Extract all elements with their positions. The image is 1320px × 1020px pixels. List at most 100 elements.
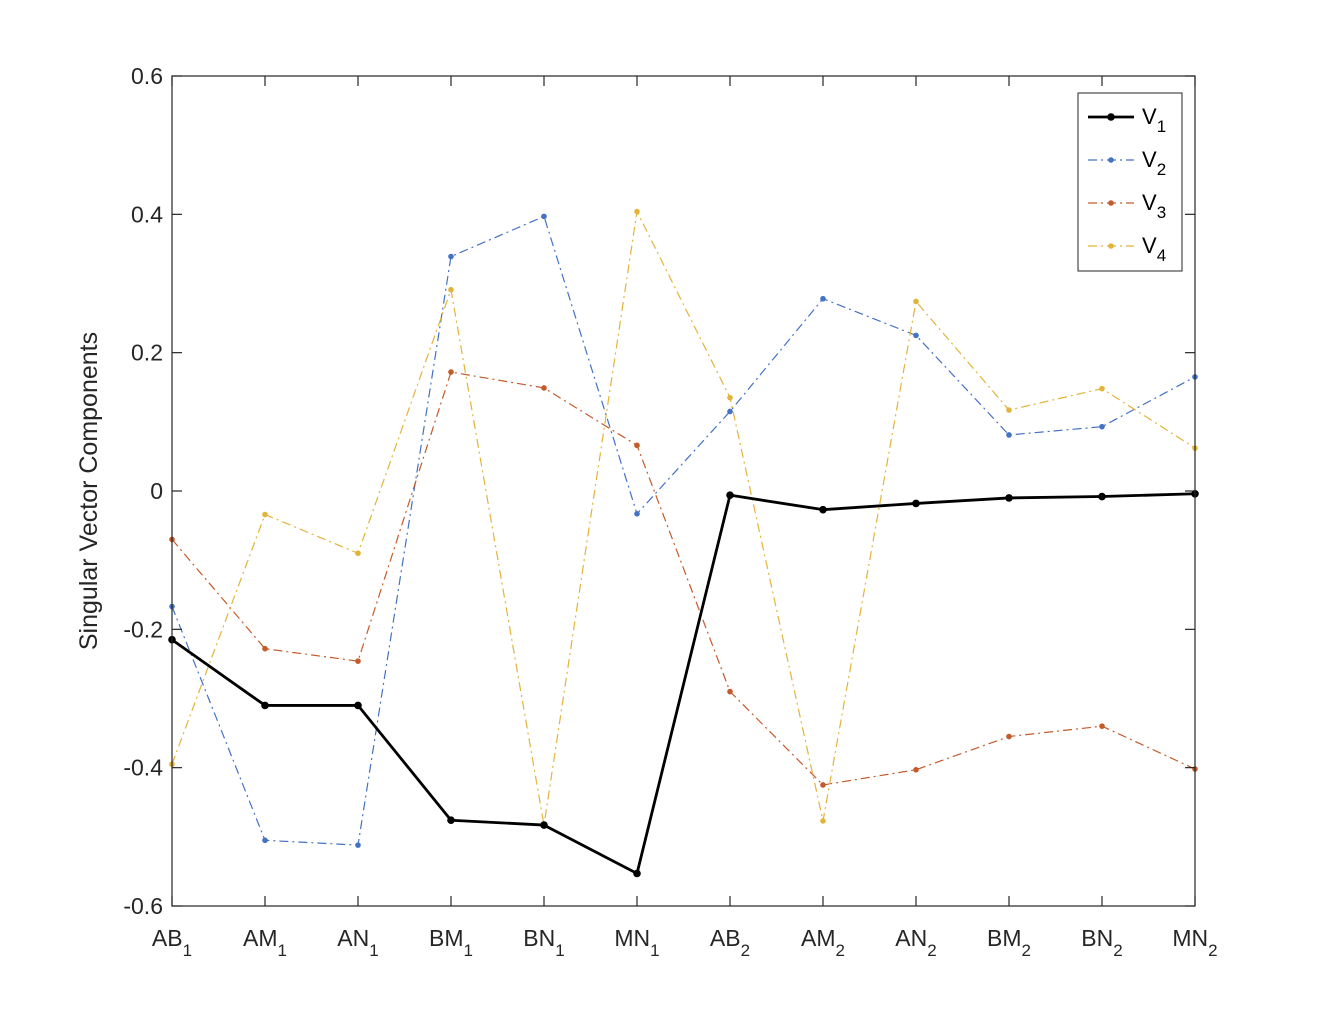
plot-area [172,76,1195,906]
data-point-v3 [541,385,547,391]
data-point-v3 [1006,733,1012,740]
x-tick-label: BN1 [523,925,564,960]
x-tick-label-sub: 1 [650,941,659,960]
data-point-v2 [355,842,361,848]
data-point-v2 [1006,432,1012,438]
data-point-v3 [355,658,361,664]
data-point-v3 [634,442,640,449]
data-point-v3 [820,782,826,788]
legend-entry-name: V [1142,104,1157,129]
data-point-v1 [261,701,269,710]
data-point-v3 [448,369,454,375]
x-tick-label-sub: 2 [927,941,936,960]
data-point-v2 [820,295,826,302]
legend-entry-sub: 4 [1157,246,1166,265]
y-tick-label: 0.2 [131,340,163,366]
x-tick-label: MN1 [614,925,659,960]
x-tick-label: AN1 [337,925,378,960]
x-tick-label-main: AM [801,925,836,951]
legend-entry-v3: V3 [1142,190,1166,222]
data-point-v3 [1099,723,1105,729]
series-line-v3 [171,371,1196,786]
legend-entry-sub: 2 [1157,160,1166,179]
x-tick-label-main: BM [987,925,1022,951]
x-tick-label-main: AB [710,925,741,951]
x-tick-label: AB2 [710,925,750,960]
data-point-v3 [913,766,919,773]
x-tick-label: AM1 [243,925,287,960]
x-tick-label-main: AM [243,925,278,951]
data-point-v4 [820,818,826,824]
x-tick-label: MN2 [1172,925,1217,960]
data-point-v3 [727,688,733,695]
y-axis-title: Singular Vector Components [75,332,103,650]
x-tick-label: BN2 [1081,925,1122,960]
legend-marker-v2 [1108,157,1114,163]
data-point-v2 [262,837,268,844]
data-point-v2 [1099,423,1105,430]
data-point-v2 [727,408,733,415]
y-tick-label: 0 [150,478,163,504]
data-point-v1 [819,505,827,514]
data-point-v1 [540,821,548,829]
y-tick-label: -0.2 [123,616,163,642]
x-tick-label-main: MN [1172,925,1208,951]
legend-entry-sub: 3 [1157,203,1166,222]
x-tick-label: BM2 [987,925,1031,960]
x-tick-label-sub: 1 [555,941,564,960]
x-tick-label-sub: 2 [836,941,845,960]
data-point-v3 [262,645,268,652]
legend-marker-v4 [1108,243,1114,249]
series-line-v4 [171,210,1196,826]
data-point-v2 [448,253,454,260]
data-point-v4 [1099,385,1105,392]
legend-entry-v2: V2 [1142,147,1166,179]
x-tick-label-sub: 1 [464,941,473,960]
y-tick-label: -0.6 [123,893,163,919]
legend-box [1077,92,1183,272]
data-point-v2 [913,332,919,339]
x-tick-label-sub: 2 [1208,941,1217,960]
data-point-v2 [634,511,640,517]
series-line-v2 [171,215,1196,846]
x-tick-label-sub: 2 [741,941,750,960]
x-tick-label-sub: 2 [1022,941,1031,960]
x-tick-label-main: MN [614,925,650,951]
legend-marker-v1 [1107,113,1115,121]
data-point-v4 [262,511,268,518]
x-tick-label: AM2 [801,925,845,960]
x-tick-label-main: AN [895,925,927,951]
data-point-v4 [355,550,361,557]
y-tick-label: -0.4 [123,755,163,781]
x-tick-label: BM1 [429,925,473,960]
x-tick-label-sub: 1 [369,941,378,960]
axes-layer [171,75,1196,907]
x-tick-label-sub: 2 [1113,941,1122,960]
legend-entry-v1: V1 [1142,104,1166,136]
data-point-v4 [913,298,919,305]
data-point-v1 [912,499,920,508]
data-point-v2 [541,213,547,220]
legend-entry-name: V [1142,233,1157,258]
data-point-v1 [726,491,734,499]
x-tick-label-main: BN [1081,925,1113,951]
legend-entry-sub: 1 [1157,117,1166,136]
data-point-v1 [1098,492,1106,501]
data-point-v4 [634,208,640,215]
data-point-v1 [633,869,641,878]
x-tick-label-sub: 1 [183,941,192,960]
legend-entry-v4: V4 [1142,233,1166,265]
x-tick-label-main: AN [337,925,369,951]
x-tick-label-main: BM [429,925,464,951]
data-point-v4 [727,394,733,401]
x-tick-label-main: AB [152,925,183,951]
x-tick-label-sub: 1 [278,941,287,960]
x-tick-label: AB1 [152,925,192,960]
series-layer [168,208,1199,878]
legend-entry-name: V [1142,190,1157,215]
legend-entry-name: V [1142,147,1157,172]
x-tick-label-main: BN [523,925,555,951]
data-point-v4 [1006,407,1012,413]
